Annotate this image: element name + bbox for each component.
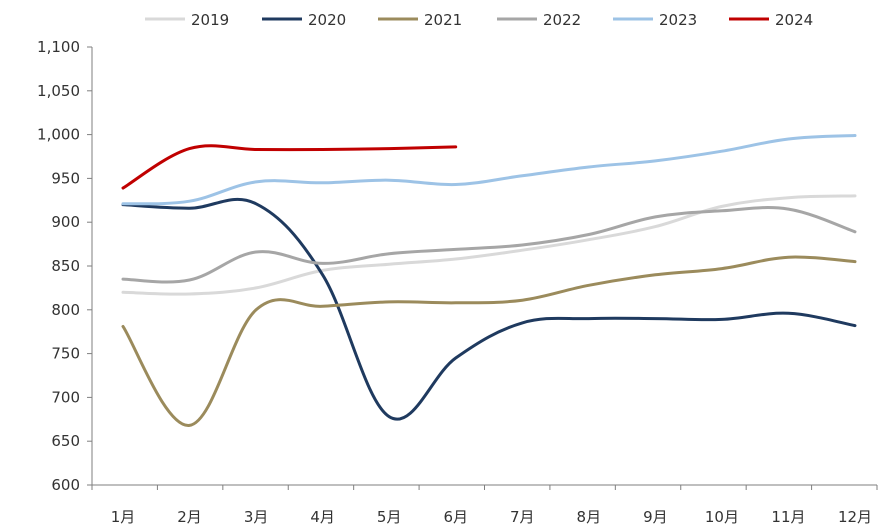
series-line-2020 — [121, 197, 857, 421]
legend: 2019 2020 2021 2022 2023 2024 — [145, 11, 813, 29]
legend-label-2022: 2022 — [543, 11, 581, 29]
series-line-2019 — [121, 194, 857, 296]
y-tick-label: 750 — [51, 345, 80, 363]
y-tick-label: 850 — [51, 257, 80, 275]
x-tick-label: 7月 — [510, 508, 535, 526]
legend-label-2021: 2021 — [424, 11, 462, 29]
x-tick-label: 9月 — [643, 508, 668, 526]
y-tick-label: 650 — [51, 432, 80, 450]
y-tick-label: 1,050 — [37, 82, 80, 100]
y-tick-label: 800 — [51, 301, 80, 319]
series-line-2023 — [121, 134, 857, 206]
y-tick-label: 700 — [51, 388, 80, 406]
y-tick-label: 1,100 — [37, 38, 80, 56]
legend-label-2020: 2020 — [308, 11, 346, 29]
y-tick-label: 600 — [51, 476, 80, 494]
series-line-2024 — [121, 144, 458, 190]
x-tick-label: 8月 — [577, 508, 602, 526]
y-tick-label: 900 — [51, 213, 80, 231]
x-tick-label: 3月 — [244, 508, 269, 526]
x-tick-label: 1月 — [111, 508, 136, 526]
x-tick-label: 10月 — [705, 508, 739, 526]
x-tick-label: 5月 — [377, 508, 402, 526]
legend-label-2023: 2023 — [659, 11, 697, 29]
series-line-2022 — [121, 206, 857, 284]
legend-label-2019: 2019 — [191, 11, 229, 29]
series-line-2021 — [121, 255, 857, 427]
y-tick-label: 950 — [51, 169, 80, 187]
legend-label-2024: 2024 — [775, 11, 813, 29]
x-axis: 1月 2月 3月 4月 5月 6月 7月 8月 9月 10月 11月 12月 — [91, 484, 878, 526]
y-axis: 600 650 700 750 800 850 900 950 1,000 1,050 1,100 — [37, 38, 93, 494]
x-tick-label: 11月 — [771, 508, 805, 526]
x-tick-label: 12月 — [838, 508, 872, 526]
x-tick-label: 6月 — [443, 508, 468, 526]
y-tick-label: 1,000 — [37, 126, 80, 144]
x-tick-label: 2月 — [177, 508, 202, 526]
series-lines — [121, 134, 857, 427]
x-tick-label: 4月 — [310, 508, 335, 526]
